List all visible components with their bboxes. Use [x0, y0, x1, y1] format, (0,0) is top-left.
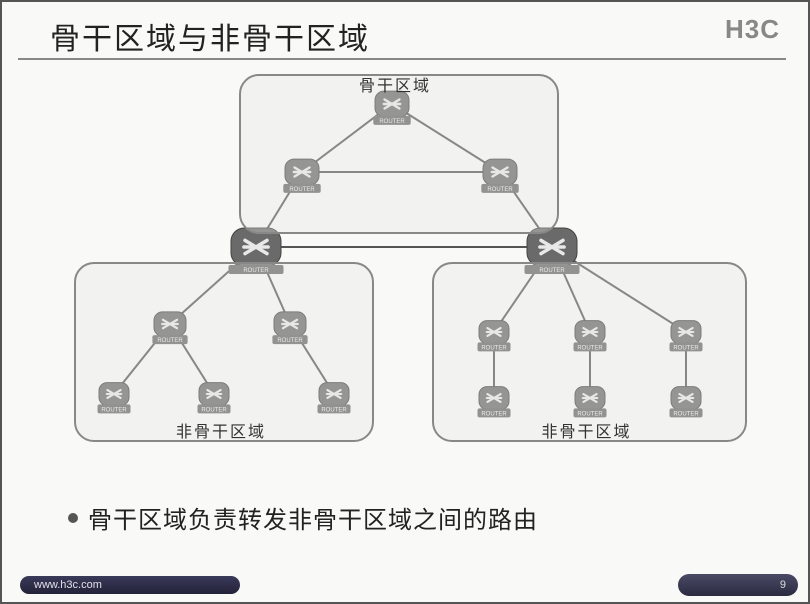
title-underline — [18, 58, 786, 60]
bullet-point: 骨干区域负责转发非骨干区域之间的路由 — [68, 500, 538, 535]
bullet-text: 骨干区域负责转发非骨干区域之间的路由 — [88, 500, 538, 535]
footer-url: www.h3c.com — [34, 579, 102, 591]
slide: 骨干区域与非骨干区域 H3C ROUTERROUTERROUTERROUTERR… — [0, 0, 810, 604]
region-label-right: 非骨干区域 — [542, 418, 632, 442]
page-number: 9 — [780, 579, 786, 591]
brand-logo: H3C — [725, 14, 780, 45]
region-label-backbone: 骨干区域 — [359, 72, 431, 96]
bullet-icon — [68, 513, 78, 523]
region-box-right — [432, 262, 747, 442]
page-badge: 9 — [678, 574, 798, 596]
region-label-left: 非骨干区域 — [176, 418, 266, 442]
region-box-left — [74, 262, 374, 442]
footer-bar: www.h3c.com — [20, 576, 240, 594]
page-title: 骨干区域与非骨干区域 — [50, 14, 370, 58]
header: 骨干区域与非骨干区域 H3C — [2, 2, 808, 62]
network-diagram: ROUTERROUTERROUTERROUTERROUTERROUTERROUT… — [2, 62, 810, 472]
region-box-backbone — [239, 74, 559, 234]
